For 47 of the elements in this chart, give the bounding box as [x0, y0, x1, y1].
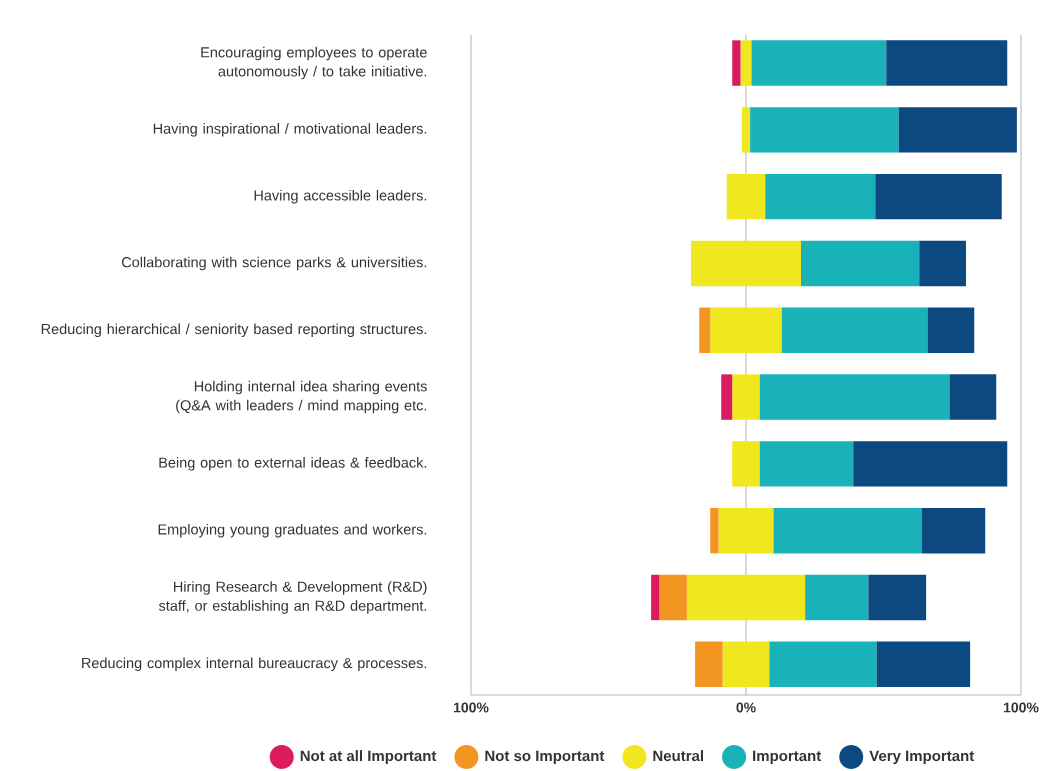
- bar: [868, 574, 927, 621]
- bar: [875, 173, 1002, 220]
- y-tick-label: Employing young graduates and workers.: [158, 523, 427, 538]
- y-tick-label: Collaborating with science parks & universities.: [121, 256, 427, 271]
- bar: [922, 507, 986, 554]
- y-tick-label: Encouraging employees to operate autonomously / to take initiative.: [201, 46, 427, 80]
- bar: [759, 441, 854, 487]
- x-tick-label: 100%: [1003, 702, 1039, 713]
- legend-label: Very Important: [869, 750, 975, 765]
- y-tick-label: Having accessible leaders.: [254, 189, 427, 204]
- bar: [751, 40, 887, 86]
- bar: [781, 307, 928, 353]
- legend-label: Neutral: [653, 750, 704, 762]
- bar: [732, 40, 741, 86]
- bar: [759, 374, 950, 420]
- bar: [750, 107, 899, 153]
- legend-label: Not so Important: [485, 750, 605, 765]
- bar: [710, 507, 719, 554]
- x-tick-label: 0%: [736, 702, 756, 713]
- legend-label: Important: [753, 750, 822, 765]
- bar: [773, 507, 922, 554]
- bar: [927, 307, 975, 353]
- bar: [659, 574, 687, 621]
- bar: [721, 374, 733, 420]
- bar: [886, 40, 1008, 86]
- bar: [769, 641, 877, 687]
- bar: [949, 374, 997, 420]
- y-tick-label: Hiring Research & Development (R&D) staff, or establishing an R&D department.: [158, 581, 427, 614]
- bar: [765, 173, 876, 220]
- y-tick-label: Being open to external ideas & feedback.: [159, 457, 427, 471]
- bar: [651, 574, 660, 621]
- bar: [853, 441, 1008, 487]
- bar: [695, 641, 723, 687]
- bar: [876, 641, 971, 687]
- x-tick-label: 100%: [453, 702, 489, 713]
- legend-label: Not at all Important: [300, 750, 437, 765]
- bar: [898, 107, 1017, 153]
- y-tick-label: Reducing complex internal bureaucracy & processes.: [82, 657, 427, 672]
- bar: [919, 240, 966, 287]
- y-tick-label: Reducing hierarchical / seniority based reporting structures.: [41, 323, 427, 338]
- bar: [741, 107, 746, 153]
- bar: [699, 307, 711, 353]
- bar: [746, 107, 751, 153]
- bar: [805, 574, 869, 621]
- y-tick-label: Having inspirational / motivational leaders.: [153, 123, 427, 137]
- bar: [801, 240, 920, 287]
- y-tick-label: Holding internal idea sharing events (Q&A with leaders / mind mapping etc.: [176, 380, 427, 414]
